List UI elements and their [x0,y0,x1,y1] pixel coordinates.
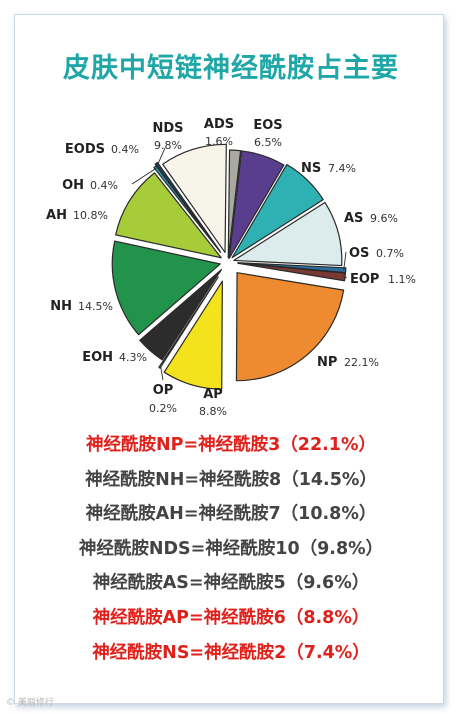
page-title: 皮肤中短链神经酰胺占主要 [63,53,399,84]
pie-slice-ap [163,280,223,390]
pie-slice-nds [162,143,227,254]
slice-value-ns: 7.4% [328,162,356,175]
slice-value-as: 9.6% [370,212,398,225]
slice-value-ap: 8.8% [199,405,227,418]
note-np: 神经酰胺NP=神经酰胺3（22.1%） [85,435,377,455]
pie-slice-ads [227,149,242,259]
slice-label-as: AS [344,211,363,226]
slice-value-eos: 6.5% [254,136,282,149]
slice-label-np: NP [317,355,337,370]
note-ah: 神经酰胺AH=神经酰胺7（10.8%） [85,504,377,525]
slice-value-nds: 9.8% [154,139,182,152]
pie-slice-eos [228,150,285,259]
note-ap: 神经酰胺AP=神经酰胺6（8.8%） [92,607,370,628]
slice-value-ah: 10.8% [73,209,108,222]
note-nh: 神经酰胺NH=神经酰胺8（14.5%） [85,469,377,490]
note-as: 神经酰胺AS=神经酰胺5（9.6%） [92,573,370,594]
slice-label-eods: EODS [65,142,105,157]
slice-label-ads: ADS [204,117,234,132]
slice-value-os: 0.7% [376,247,404,260]
slice-value-eods: 0.4% [111,143,139,156]
slice-value-eoh: 4.3% [119,351,147,364]
slice-value-eop: 1.1% [388,273,416,286]
slice-label-eos: EOS [253,118,282,133]
pie-slice-nh [111,240,221,336]
leader-line-oh [131,167,157,185]
ceramide-mapping-list: 神经酰胺NP=神经酰胺3（22.1%） 神经酰胺NH=神经酰胺8（14.5%） … [0,428,462,670]
slice-label-oh: OH [62,178,84,193]
leader-line-eods [157,147,166,166]
pie-slice-eods [154,161,221,252]
slice-value-nh: 14.5% [78,300,113,313]
leader-line-op [160,365,164,381]
note-nds: 神经酰胺NDS=神经酰胺10（9.8%） [78,538,384,559]
pie-slice-op [158,276,219,369]
slice-value-np: 22.1% [344,356,379,369]
slice-value-ads: 1.6% [205,135,233,148]
slice-label-nh: NH [50,299,72,314]
leader-line-os [343,251,347,271]
pie-slice-eoh [139,268,223,361]
slice-label-os: OS [349,246,369,261]
pie-slice-ah [115,172,222,259]
pie-slice-np [235,272,345,382]
pie-slice-as [233,201,343,267]
pie-chart: ADS 1.6% EOS 6.5% NS 7.4% AS 9.6% OS 0.7% EOP 1.1% N… [46,117,416,418]
slice-label-ap: AP [203,387,223,402]
note-ns: 神经酰胺NS=神经酰胺2（7.4%） [92,642,370,663]
slice-label-op: OP [153,383,174,398]
pie-slice-ns [231,163,324,259]
slice-value-oh: 0.4% [90,179,118,192]
slice-label-ah: AH [46,208,67,223]
slice-label-nds: NDS [152,121,183,136]
leader-line-eop [342,276,348,279]
slice-label-ns: NS [301,161,321,176]
slice-label-eop: EOP [350,272,379,287]
slice-value-op: 0.2% [149,402,177,415]
watermark: © 美丽修行 [6,698,54,708]
slice-label-eoh: EOH [82,350,113,365]
infographic-card [14,14,444,704]
